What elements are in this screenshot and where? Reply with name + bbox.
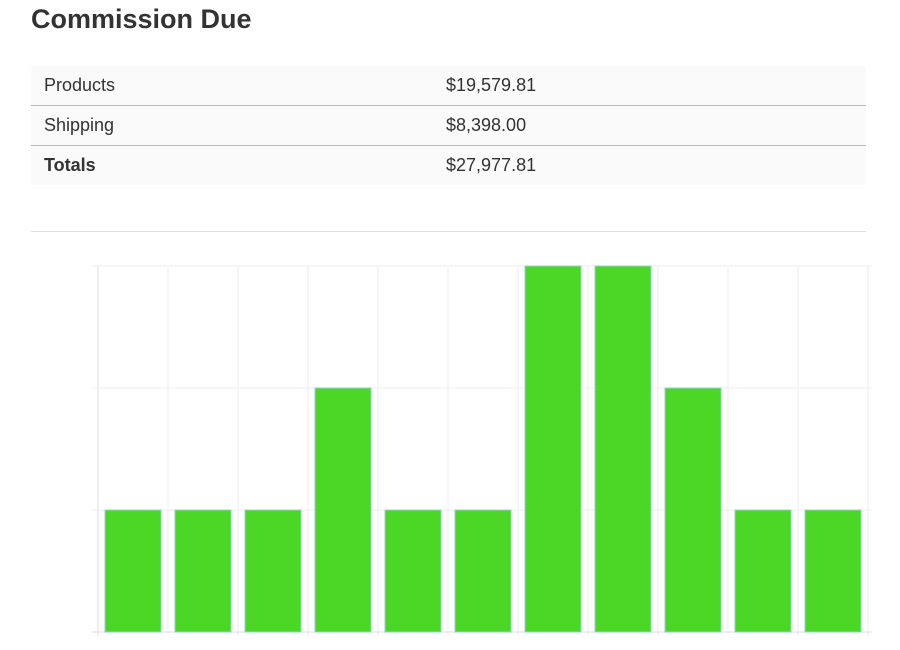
commission-table: Products $19,579.81 Shipping $8,398.00 Tot…	[31, 66, 866, 185]
table-row: Products $19,579.81	[31, 66, 866, 106]
bar	[174, 509, 232, 633]
bar	[454, 509, 512, 633]
row-value: $8,398.00	[433, 105, 866, 146]
bar	[384, 509, 442, 633]
page-title: Commission Due	[31, 4, 252, 34]
row-label: Shipping	[31, 105, 433, 146]
row-label: Totals	[31, 145, 433, 185]
bar	[664, 387, 722, 633]
table-row: Shipping $8,398.00	[31, 105, 866, 146]
bar	[734, 509, 792, 633]
row-label: Products	[31, 66, 433, 106]
divider	[31, 231, 866, 232]
bar	[804, 509, 862, 633]
row-value: $19,579.81	[433, 66, 866, 106]
row-value: $27,977.81	[433, 145, 866, 185]
bar	[524, 265, 582, 633]
bar	[104, 509, 162, 633]
bar	[314, 387, 372, 633]
bar	[244, 509, 302, 633]
bar	[594, 265, 652, 633]
table-row: Totals $27,977.81	[31, 145, 866, 185]
